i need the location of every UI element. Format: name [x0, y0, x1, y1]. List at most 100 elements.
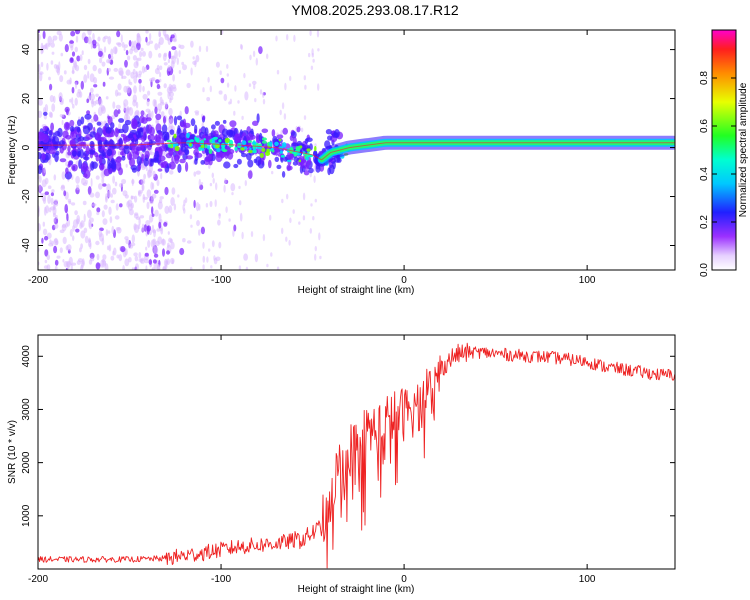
band-dot: [101, 163, 105, 170]
noise-dot: [111, 115, 116, 120]
noise-dot: [40, 42, 44, 51]
noise-dot: [69, 229, 73, 237]
band-dot: [258, 132, 263, 142]
spectrogram-frame: [37, 29, 676, 271]
noise-dot: [90, 100, 94, 105]
spectrogram-xtick-label: 0: [401, 275, 407, 286]
noise-dot: [266, 53, 269, 60]
band-dot: [68, 160, 72, 167]
band-dot: [296, 126, 301, 133]
noise-dot: [103, 204, 108, 210]
noise-dot: [173, 203, 177, 211]
noise-dot: [233, 224, 237, 232]
noise-dot: [145, 220, 151, 226]
noise-dot: [133, 224, 140, 234]
noise-dot: [69, 77, 72, 85]
band-dot: [241, 153, 247, 158]
band-dot: [177, 125, 181, 135]
noise-dot: [195, 54, 200, 63]
noise-dot: [218, 90, 223, 95]
noise-dot: [140, 259, 145, 264]
noise-dot: [153, 228, 156, 238]
band-dot: [305, 137, 313, 142]
noise-dot: [171, 187, 176, 195]
noise-dot: [214, 199, 217, 208]
noise-dot: [123, 114, 129, 122]
noise-dot: [269, 214, 272, 221]
noise-dot: [148, 33, 152, 41]
noise-dot: [158, 53, 162, 58]
band-dot: [59, 158, 67, 163]
band-dot: [222, 119, 227, 124]
band-dot: [268, 159, 272, 169]
band-dot: [185, 161, 189, 172]
noise-dot: [115, 203, 119, 211]
noise-dot: [124, 194, 129, 199]
noise-dot: [198, 178, 201, 187]
noise-dot: [84, 235, 89, 244]
noise-dot: [193, 171, 197, 177]
noise-dot: [135, 70, 138, 78]
noise-dot: [138, 252, 142, 259]
snr-xtick-label: 0: [401, 574, 407, 585]
noise-dot: [141, 178, 146, 185]
noise-dot: [254, 98, 257, 103]
peak-dot: [222, 149, 228, 153]
noise-dot: [145, 265, 148, 270]
noise-dot: [167, 231, 170, 235]
noise-dot: [167, 65, 172, 72]
noise-dot: [281, 227, 284, 234]
peak-dot: [282, 142, 287, 148]
band-dot: [115, 156, 122, 163]
noise-dot: [228, 218, 231, 222]
noise-dot: [154, 67, 160, 75]
noise-dot: [43, 166, 46, 174]
noise-dot: [244, 91, 249, 101]
noise-dot: [211, 240, 215, 248]
band-dot: [255, 156, 262, 166]
noise-dot: [83, 227, 88, 234]
noise-dot: [75, 35, 79, 43]
noise-dot: [244, 180, 247, 187]
noise-dot: [250, 231, 254, 238]
noise-dot: [286, 193, 289, 200]
noise-dot: [314, 253, 317, 261]
colorbar-tick-label: 0.6: [699, 119, 710, 133]
noise-dot: [232, 229, 235, 237]
noise-dot: [154, 209, 159, 217]
noise-dot: [91, 39, 97, 46]
band-dot: [147, 134, 156, 142]
noise-dot: [87, 186, 92, 195]
noise-dot: [128, 40, 132, 47]
noise-dot: [70, 58, 74, 62]
noise-dot: [213, 255, 216, 261]
noise-dot: [141, 223, 145, 233]
noise-dot: [125, 69, 131, 76]
noise-dot: [44, 259, 48, 264]
peak-dot: [252, 149, 257, 154]
band-dot: [90, 161, 95, 171]
noise-dot: [298, 221, 301, 225]
noise-dot: [74, 97, 78, 106]
band-dot: [181, 136, 188, 147]
band-dot: [118, 118, 125, 123]
spectrogram-marks: [38, 30, 675, 270]
noise-dot: [212, 177, 215, 184]
noise-dot: [106, 59, 111, 64]
noise-dot: [83, 64, 88, 71]
noise-dot: [83, 213, 86, 223]
noise-dot: [95, 175, 100, 180]
noise-dot: [76, 184, 80, 191]
band-dot: [67, 151, 72, 156]
noise-dot: [168, 118, 171, 128]
peak-dot: [261, 140, 267, 144]
noise-dot: [159, 72, 162, 78]
noise-dot: [46, 264, 51, 270]
colorbar-tick-label: 0.8: [699, 71, 710, 85]
noise-dot: [170, 118, 174, 124]
noise-dot: [171, 46, 177, 51]
noise-dot: [70, 45, 74, 51]
band-dot: [333, 129, 340, 138]
noise-dot: [128, 107, 132, 111]
noise-dot: [178, 50, 181, 58]
